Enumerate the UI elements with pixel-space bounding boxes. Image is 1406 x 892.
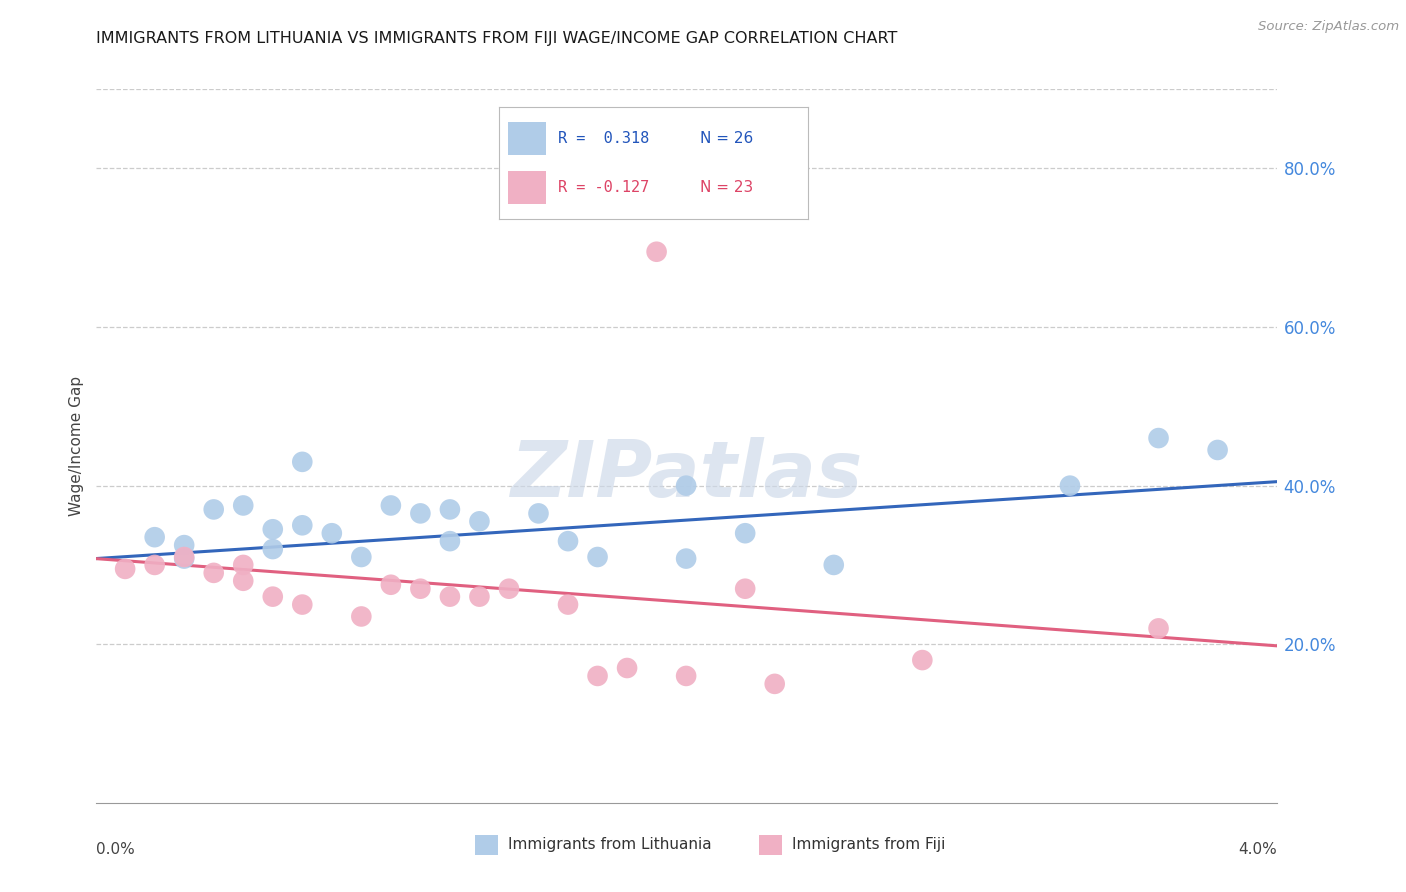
Point xyxy=(143,558,166,572)
Point xyxy=(527,507,550,521)
Point xyxy=(202,502,225,516)
Point xyxy=(350,549,373,564)
Point xyxy=(1206,442,1229,457)
Text: N = 26: N = 26 xyxy=(700,131,754,145)
Point xyxy=(1147,431,1170,445)
Text: R = -0.127: R = -0.127 xyxy=(558,180,650,194)
Point xyxy=(262,522,284,536)
Point xyxy=(409,582,432,596)
Text: Source: ZipAtlas.com: Source: ZipAtlas.com xyxy=(1258,20,1399,33)
Point xyxy=(114,562,136,576)
Text: Immigrants from Lithuania: Immigrants from Lithuania xyxy=(508,838,711,852)
Point xyxy=(232,574,254,588)
Point xyxy=(173,551,195,566)
Point xyxy=(498,582,520,596)
Bar xyxy=(509,121,546,155)
Point xyxy=(262,542,284,557)
Point xyxy=(1147,621,1170,635)
Point xyxy=(586,669,609,683)
Bar xyxy=(759,835,782,855)
Point xyxy=(173,549,195,564)
Point xyxy=(468,590,491,604)
Point xyxy=(763,677,786,691)
Text: ZIPatlas: ZIPatlas xyxy=(510,436,862,513)
Point xyxy=(675,478,697,492)
Point xyxy=(262,590,284,604)
Point xyxy=(439,590,461,604)
Point xyxy=(232,499,254,513)
Point xyxy=(823,558,845,572)
Point xyxy=(675,551,697,566)
Point xyxy=(380,499,402,513)
Point xyxy=(1059,478,1081,492)
Text: N = 23: N = 23 xyxy=(700,180,754,194)
Point xyxy=(586,549,609,564)
Point xyxy=(557,534,579,549)
Point xyxy=(173,538,195,552)
Point xyxy=(202,566,225,580)
Point xyxy=(291,598,314,612)
Point xyxy=(439,502,461,516)
Point xyxy=(409,507,432,521)
Point xyxy=(468,514,491,528)
Point xyxy=(232,558,254,572)
Point xyxy=(616,661,638,675)
Point xyxy=(734,582,756,596)
Point xyxy=(291,455,314,469)
Y-axis label: Wage/Income Gap: Wage/Income Gap xyxy=(69,376,84,516)
Bar xyxy=(475,835,498,855)
Text: 0.0%: 0.0% xyxy=(96,842,135,857)
Point xyxy=(350,609,373,624)
Point xyxy=(645,244,668,259)
Text: 4.0%: 4.0% xyxy=(1237,842,1277,857)
Point xyxy=(321,526,343,541)
Point xyxy=(675,669,697,683)
Point xyxy=(734,526,756,541)
Point xyxy=(911,653,934,667)
Text: IMMIGRANTS FROM LITHUANIA VS IMMIGRANTS FROM FIJI WAGE/INCOME GAP CORRELATION CH: IMMIGRANTS FROM LITHUANIA VS IMMIGRANTS … xyxy=(96,31,897,46)
Bar xyxy=(509,170,546,204)
Point xyxy=(143,530,166,544)
Point xyxy=(291,518,314,533)
Point xyxy=(557,598,579,612)
Point xyxy=(439,534,461,549)
Text: R =  0.318: R = 0.318 xyxy=(558,131,650,145)
Point xyxy=(380,578,402,592)
Text: Immigrants from Fiji: Immigrants from Fiji xyxy=(792,838,945,852)
